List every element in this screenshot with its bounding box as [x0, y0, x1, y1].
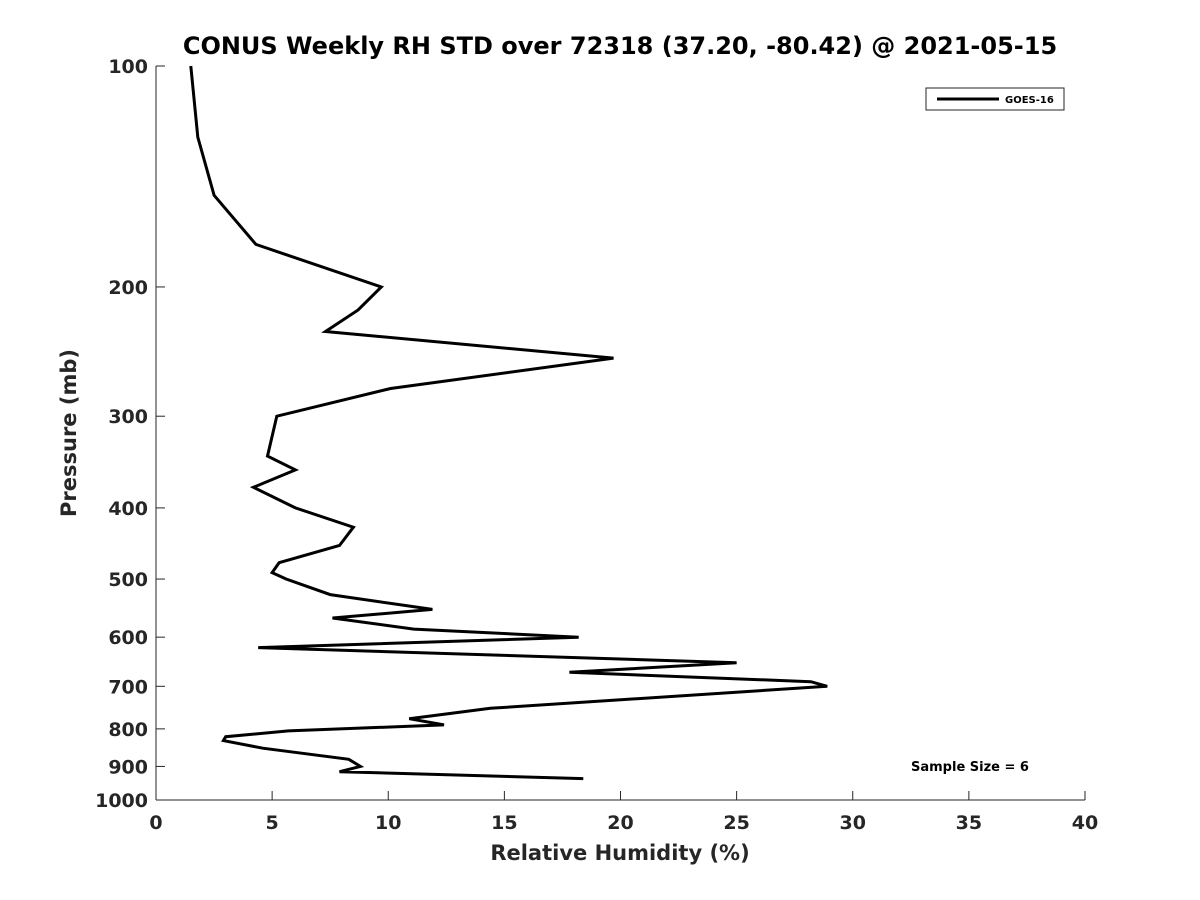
x-tick-label: 40	[1072, 812, 1098, 834]
y-tick-label: 500	[108, 569, 148, 591]
x-ticks: 0 5 10 15 20 25 30 35 40	[149, 791, 1098, 834]
legend: GOES-16	[925, 87, 1065, 111]
y-tick-label: 700	[108, 676, 148, 698]
y-tick-label: 400	[108, 498, 148, 520]
y-tick-label: 100	[108, 56, 148, 78]
series-layer	[189, 65, 828, 781]
chart-title: CONUS Weekly RH STD over 72318 (37.20, -…	[183, 32, 1057, 60]
y-tick-label: 900	[108, 756, 148, 778]
y-tick-label: 800	[108, 719, 148, 741]
sample-size-annotation: Sample Size = 6	[911, 760, 1029, 775]
x-tick-label: 20	[607, 812, 633, 834]
x-tick-label: 10	[375, 812, 401, 834]
x-tick-label: 15	[491, 812, 517, 834]
x-tick-label: 25	[723, 812, 749, 834]
y-axis-label: Pressure (mb)	[57, 349, 81, 517]
y-tick-label: 600	[108, 627, 148, 649]
y-tick-label: 1000	[95, 790, 148, 812]
x-axis-label: Relative Humidity (%)	[490, 841, 749, 865]
legend-label: GOES-16	[1005, 95, 1054, 106]
x-tick-label: 0	[149, 812, 162, 834]
y-ticks: 100 200 300 400 500 600 700 800 900 1000	[95, 56, 165, 812]
x-tick-label: 35	[956, 812, 982, 834]
y-tick-label: 200	[108, 277, 148, 299]
y-tick-label: 300	[108, 406, 148, 428]
x-tick-label: 5	[266, 812, 279, 834]
series-line	[189, 65, 828, 781]
x-tick-label: 30	[840, 812, 866, 834]
